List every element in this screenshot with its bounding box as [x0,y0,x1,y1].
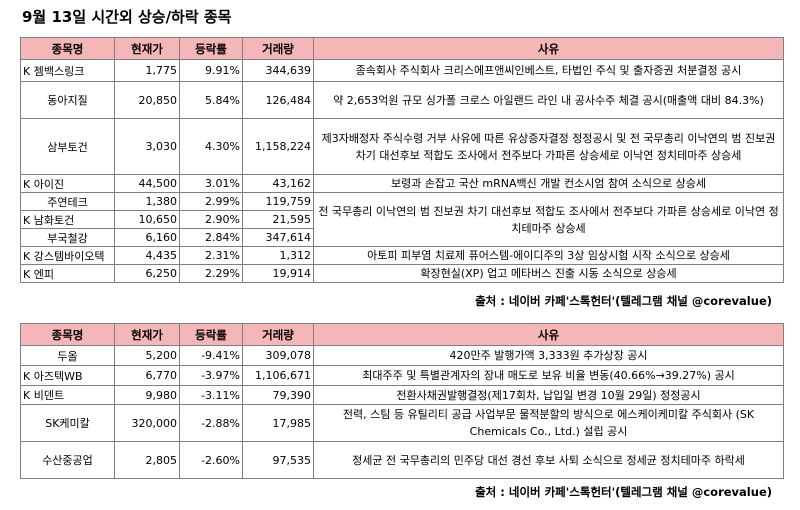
table-header-row: 종목명 현재가 등락률 거래량 사유 [20,323,784,346]
stock-volume: 97,535 [242,441,314,479]
table-row: K 아즈텍WB 6,770 -3.97% 1,106,671 최대주주 및 특별… [20,365,784,386]
rising-stocks-table: 종목명 현재가 등락률 거래량 사유 K 젬백스링크 1,775 9.91% 3… [20,37,784,283]
page-title: 9월 13일 시간외 상승/하락 종목 [22,8,232,26]
stock-reason: 정세균 전 국무총리의 민주당 대선 경선 후보 사퇴 소식으로 정세균 정치테… [313,441,784,479]
stock-reason: 약 2,653억원 규모 싱가폴 크로스 아일랜드 라인 내 공사수주 체결 공… [313,81,784,119]
source-caption: 출처 : 네이버 카페'스톡헌터'(텔레그램 채널 @corevalue) [475,485,772,499]
stock-price: 5,200 [114,345,180,366]
stock-rate: 4.30% [179,118,243,175]
stock-volume: 1,106,671 [242,365,314,386]
stock-rate: -2.60% [179,441,243,479]
table-row: 동아지질 20,850 5.84% 126,484 약 2,653억원 규모 싱… [20,81,784,119]
header-price: 현재가 [114,37,180,60]
header-rate: 등락률 [179,37,243,60]
stock-reason: 제3자배정자 주식수령 거부 사유에 따른 유상증자결정 정정공시 및 전 국무… [313,118,784,175]
header-reason: 사유 [313,323,784,346]
table-row: K 젬백스링크 1,775 9.91% 344,639 종속회사 주식회사 크리… [20,59,784,82]
stock-reason: 전환사채권발행결정(제17회차, 납입일 변경 10월 29일) 정정공시 [313,385,784,405]
table-row: K 아이진 44,500 3.01% 43,162 보령과 손잡고 국산 mRN… [20,174,784,193]
stock-reason: 아토피 피부염 치료제 퓨어스템-에이디주의 3상 임상시험 시작 소식으로 상… [313,246,784,265]
stock-name: 부국철강 [20,228,115,247]
stock-volume: 21,595 [242,210,314,229]
stock-volume: 19,914 [242,264,314,283]
stock-name: 삼부토건 [20,118,115,175]
header-price: 현재가 [114,323,180,346]
stock-price: 6,770 [114,365,180,386]
table-row: 삼부토건 3,030 4.30% 1,158,224 제3자배정자 주식수령 거… [20,118,784,175]
stock-rate: 2.84% [179,228,243,247]
stock-volume: 43,162 [242,174,314,193]
stock-price: 3,030 [114,118,180,175]
header-volume: 거래량 [242,323,314,346]
stock-reason-merged: 전 국무총리 이낙연의 범 진보권 차기 대선후보 적합도 조사에서 전주보다 … [313,192,784,247]
stock-rate: 2.31% [179,246,243,265]
stock-volume: 1,158,224 [242,118,314,175]
stock-volume: 347,614 [242,228,314,247]
stock-price: 4,435 [114,246,180,265]
stock-name: K 남화토건 [20,210,115,229]
stock-rate: 9.91% [179,59,243,82]
table-row: K 비덴트 9,980 -3.11% 79,390 전환사채권발행결정(제17회… [20,385,784,405]
stock-volume: 309,078 [242,345,314,366]
stock-rate: 2.99% [179,192,243,211]
stock-name: K 아즈텍WB [20,365,115,386]
stock-reason: 최대주주 및 특별관계자의 장내 매도로 보유 비율 변동(40.66%→39.… [313,365,784,386]
stock-rate: -3.11% [179,385,243,405]
stock-name: K 강스템바이오텍 [20,246,115,265]
table-row: K 강스템바이오텍 4,435 2.31% 1,312 아토피 피부염 치료제 … [20,246,784,265]
stock-rate: -2.88% [179,404,243,442]
stock-name: 두올 [20,345,115,366]
stock-price: 20,850 [114,81,180,119]
header-rate: 등락률 [179,323,243,346]
stock-name: SK케미칼 [20,404,115,442]
stock-price: 1,380 [114,192,180,211]
stock-volume: 126,484 [242,81,314,119]
stock-reason: 전력, 스팀 등 유틸리티 공급 사업부문 물적분할의 방식으로 에스케이케미칼… [313,404,784,442]
stock-reason: 보령과 손잡고 국산 mRNA백신 개발 컨소시엄 참여 소식으로 상승세 [313,174,784,193]
table-row: K 엔피 6,250 2.29% 19,914 확장현실(XP) 업고 메타버스… [20,264,784,283]
header-reason: 사유 [313,37,784,60]
table-row: 두올 5,200 -9.41% 309,078 420만주 발행가액 3,333… [20,345,784,366]
table-row: 주연테크 1,380 2.99% 119,759 전 국무총리 이낙연의 범 진… [20,192,784,247]
falling-stocks-table: 종목명 현재가 등락률 거래량 사유 두올 5,200 -9.41% 309,0… [20,323,784,479]
stock-reason: 420만주 발행가액 3,333원 추가상장 공시 [313,345,784,366]
stock-name: K 비덴트 [20,385,115,405]
source-caption: 출처 : 네이버 카페'스톡헌터'(텔레그램 채널 @corevalue) [475,294,772,308]
table-row: SK케미칼 320,000 -2.88% 17,985 전력, 스팀 등 유틸리… [20,404,784,442]
stock-volume: 17,985 [242,404,314,442]
stock-reason: 종속회사 주식회사 크리스에프앤씨인베스트, 타법인 주식 및 출자증권 처분결… [313,59,784,82]
stock-rate: -9.41% [179,345,243,366]
stock-volume: 1,312 [242,246,314,265]
stock-name: 수산중공업 [20,441,115,479]
stock-price: 320,000 [114,404,180,442]
stock-rate: 2.90% [179,210,243,229]
stock-name: 주연테크 [20,192,115,211]
stock-price: 2,805 [114,441,180,479]
stock-rate: -3.97% [179,365,243,386]
stock-rate: 5.84% [179,81,243,119]
stock-volume: 79,390 [242,385,314,405]
stock-volume: 344,639 [242,59,314,82]
header-name: 종목명 [20,323,115,346]
stock-price: 6,250 [114,264,180,283]
stock-volume: 119,759 [242,192,314,211]
stock-name: K 엔피 [20,264,115,283]
stock-name: K 아이진 [20,174,115,193]
header-name: 종목명 [20,37,115,60]
stock-price: 44,500 [114,174,180,193]
stock-rate: 2.29% [179,264,243,283]
stock-rate: 3.01% [179,174,243,193]
stock-price: 10,650 [114,210,180,229]
table-header-row: 종목명 현재가 등락률 거래량 사유 [20,37,784,60]
stock-price: 6,160 [114,228,180,247]
stock-reason: 확장현실(XP) 업고 메타버스 진출 시동 소식으로 상승세 [313,264,784,283]
header-volume: 거래량 [242,37,314,60]
stock-name: 동아지질 [20,81,115,119]
stock-name: K 젬백스링크 [20,59,115,82]
stock-price: 9,980 [114,385,180,405]
stock-price: 1,775 [114,59,180,82]
table-row: 수산중공업 2,805 -2.60% 97,535 정세균 전 국무총리의 민주… [20,441,784,479]
